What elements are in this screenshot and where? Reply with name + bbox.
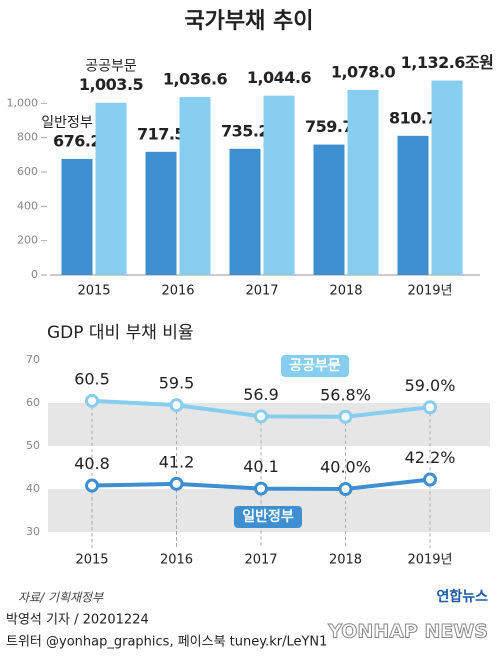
value-label: 717.5	[137, 124, 185, 143]
value-label: 810.7	[389, 108, 437, 127]
social: 트위터 @yonhap_graphics, 페이스북 tuney.kr/LeYN…	[6, 635, 327, 650]
bar	[397, 135, 429, 275]
bar	[61, 158, 93, 275]
chart-title: GDP 대비 부채 비율	[47, 323, 194, 343]
value-label: 42.2%	[405, 448, 456, 467]
x-tick-label: 2019년	[407, 284, 452, 299]
value-label: 56.8%	[320, 385, 371, 404]
point	[85, 478, 99, 493]
credit: 박영석 기자 / 20201224	[6, 613, 149, 628]
value-label: 40.8	[74, 454, 110, 473]
point	[85, 393, 99, 408]
value-label: 1,044.6	[247, 68, 312, 87]
value-label: 56.9	[243, 385, 279, 404]
point	[338, 482, 353, 496]
source: 자료/ 기획재정부	[18, 591, 104, 605]
y-tick-label: 50	[26, 439, 40, 452]
x-tick-label: 2017	[244, 553, 277, 568]
bar	[347, 89, 379, 276]
y-tick-label: 70	[26, 353, 40, 366]
x-tick-label: 2017	[245, 284, 278, 299]
y-tick-label: 200	[17, 234, 38, 247]
series-label: 일반정부	[41, 115, 93, 131]
x-tick-label: 2015	[77, 284, 110, 299]
x-tick-label: 2015	[75, 553, 108, 568]
value-label: 1,078.0	[331, 62, 396, 81]
series-label-box	[281, 355, 349, 377]
point	[423, 472, 437, 487]
value-label: 1,003.5	[79, 75, 144, 94]
y-tick-label: 40	[26, 482, 40, 495]
y-tick-label: 600	[17, 165, 38, 178]
x-tick-label: 2016	[161, 284, 194, 299]
value-label: 759.7	[305, 117, 353, 136]
y-tick-label: 0	[31, 268, 38, 281]
watermark: YONHAP NEWS	[327, 621, 488, 643]
value-label: 735.2	[221, 121, 269, 140]
logo: 연합뉴스	[436, 588, 488, 605]
value-label: 40.1	[243, 457, 279, 476]
x-tick-label: 2018	[329, 284, 362, 299]
bar	[229, 148, 261, 275]
point	[423, 400, 437, 415]
value-label: 1,036.6	[163, 70, 228, 89]
bar	[263, 95, 295, 275]
bar	[145, 151, 177, 275]
series-label: 공공부문	[289, 358, 341, 374]
value-label: 60.5	[74, 369, 110, 388]
y-tick-label: 800	[17, 131, 38, 144]
series-label-box	[234, 506, 302, 528]
x-tick-label: 2016	[160, 553, 193, 568]
value-label: 40.0%	[320, 458, 371, 477]
x-tick-label: 2019년	[407, 553, 452, 568]
bar	[313, 144, 345, 275]
point	[254, 409, 268, 424]
bar	[431, 80, 463, 275]
point	[169, 476, 184, 491]
value-label: 1,132.6조원	[401, 53, 494, 72]
y-tick-label: 1,000	[7, 96, 39, 109]
point	[169, 398, 184, 413]
value-label: 59.5	[159, 374, 195, 393]
value-label: 41.2	[159, 452, 195, 471]
series-label: 일반정부	[242, 508, 294, 525]
point	[254, 481, 268, 496]
series-label: 공공부문	[85, 59, 137, 75]
bar	[95, 102, 127, 275]
title: 국가부채 추이	[184, 9, 313, 34]
y-tick-label: 400	[17, 199, 38, 212]
bar	[179, 97, 211, 276]
value-label: 59.0%	[405, 376, 456, 395]
x-tick-label: 2018	[329, 553, 362, 568]
y-tick-label: 30	[26, 525, 40, 538]
y-tick-label: 60	[26, 396, 40, 409]
value-label: 676.2	[53, 131, 101, 150]
point	[338, 409, 353, 424]
